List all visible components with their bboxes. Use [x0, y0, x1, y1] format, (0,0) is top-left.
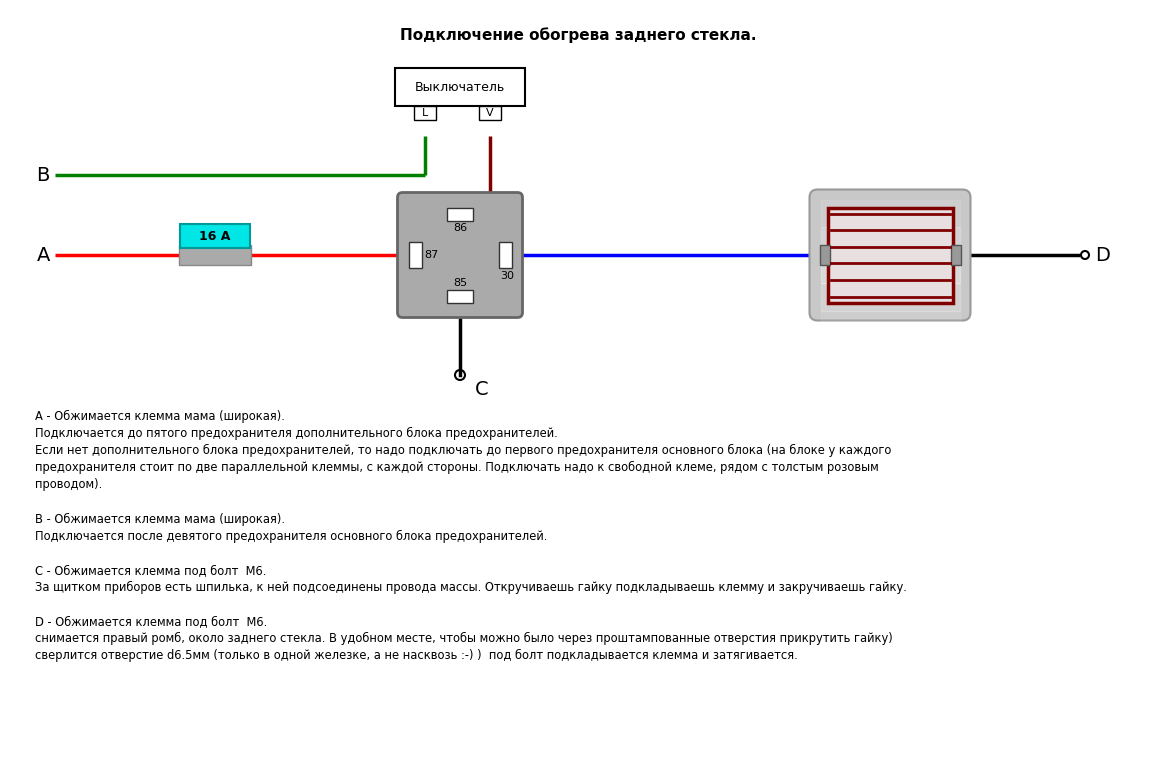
Bar: [414, 106, 436, 120]
Bar: [179, 245, 251, 265]
Text: V: V: [486, 108, 494, 118]
Text: C: C: [476, 380, 488, 399]
Text: А - Обжимается клемма мама (широкая).
Подключается до пятого предохранителя допо: А - Обжимается клемма мама (широкая). По…: [35, 410, 907, 662]
FancyBboxPatch shape: [180, 224, 250, 248]
Text: 30: 30: [501, 271, 515, 281]
FancyBboxPatch shape: [395, 68, 525, 106]
Bar: [827, 207, 952, 302]
Text: 85: 85: [452, 277, 467, 287]
FancyBboxPatch shape: [398, 192, 523, 318]
Bar: [479, 106, 501, 120]
Text: Подключение обогрева заднего стекла.: Подключение обогрева заднего стекла.: [400, 27, 757, 43]
Text: 86: 86: [452, 223, 467, 232]
Bar: [951, 245, 960, 265]
Text: Выключатель: Выключатель: [415, 80, 506, 93]
Text: 87: 87: [425, 250, 439, 260]
Bar: [408, 242, 421, 268]
Bar: [447, 290, 473, 302]
Bar: [819, 245, 830, 265]
Text: D: D: [1095, 245, 1110, 265]
Bar: [447, 207, 473, 220]
Text: А: А: [37, 245, 50, 265]
Bar: [499, 242, 511, 268]
Text: 16 А: 16 А: [199, 230, 230, 242]
FancyBboxPatch shape: [810, 189, 971, 320]
Text: L: L: [422, 108, 428, 118]
Text: В: В: [37, 165, 50, 185]
